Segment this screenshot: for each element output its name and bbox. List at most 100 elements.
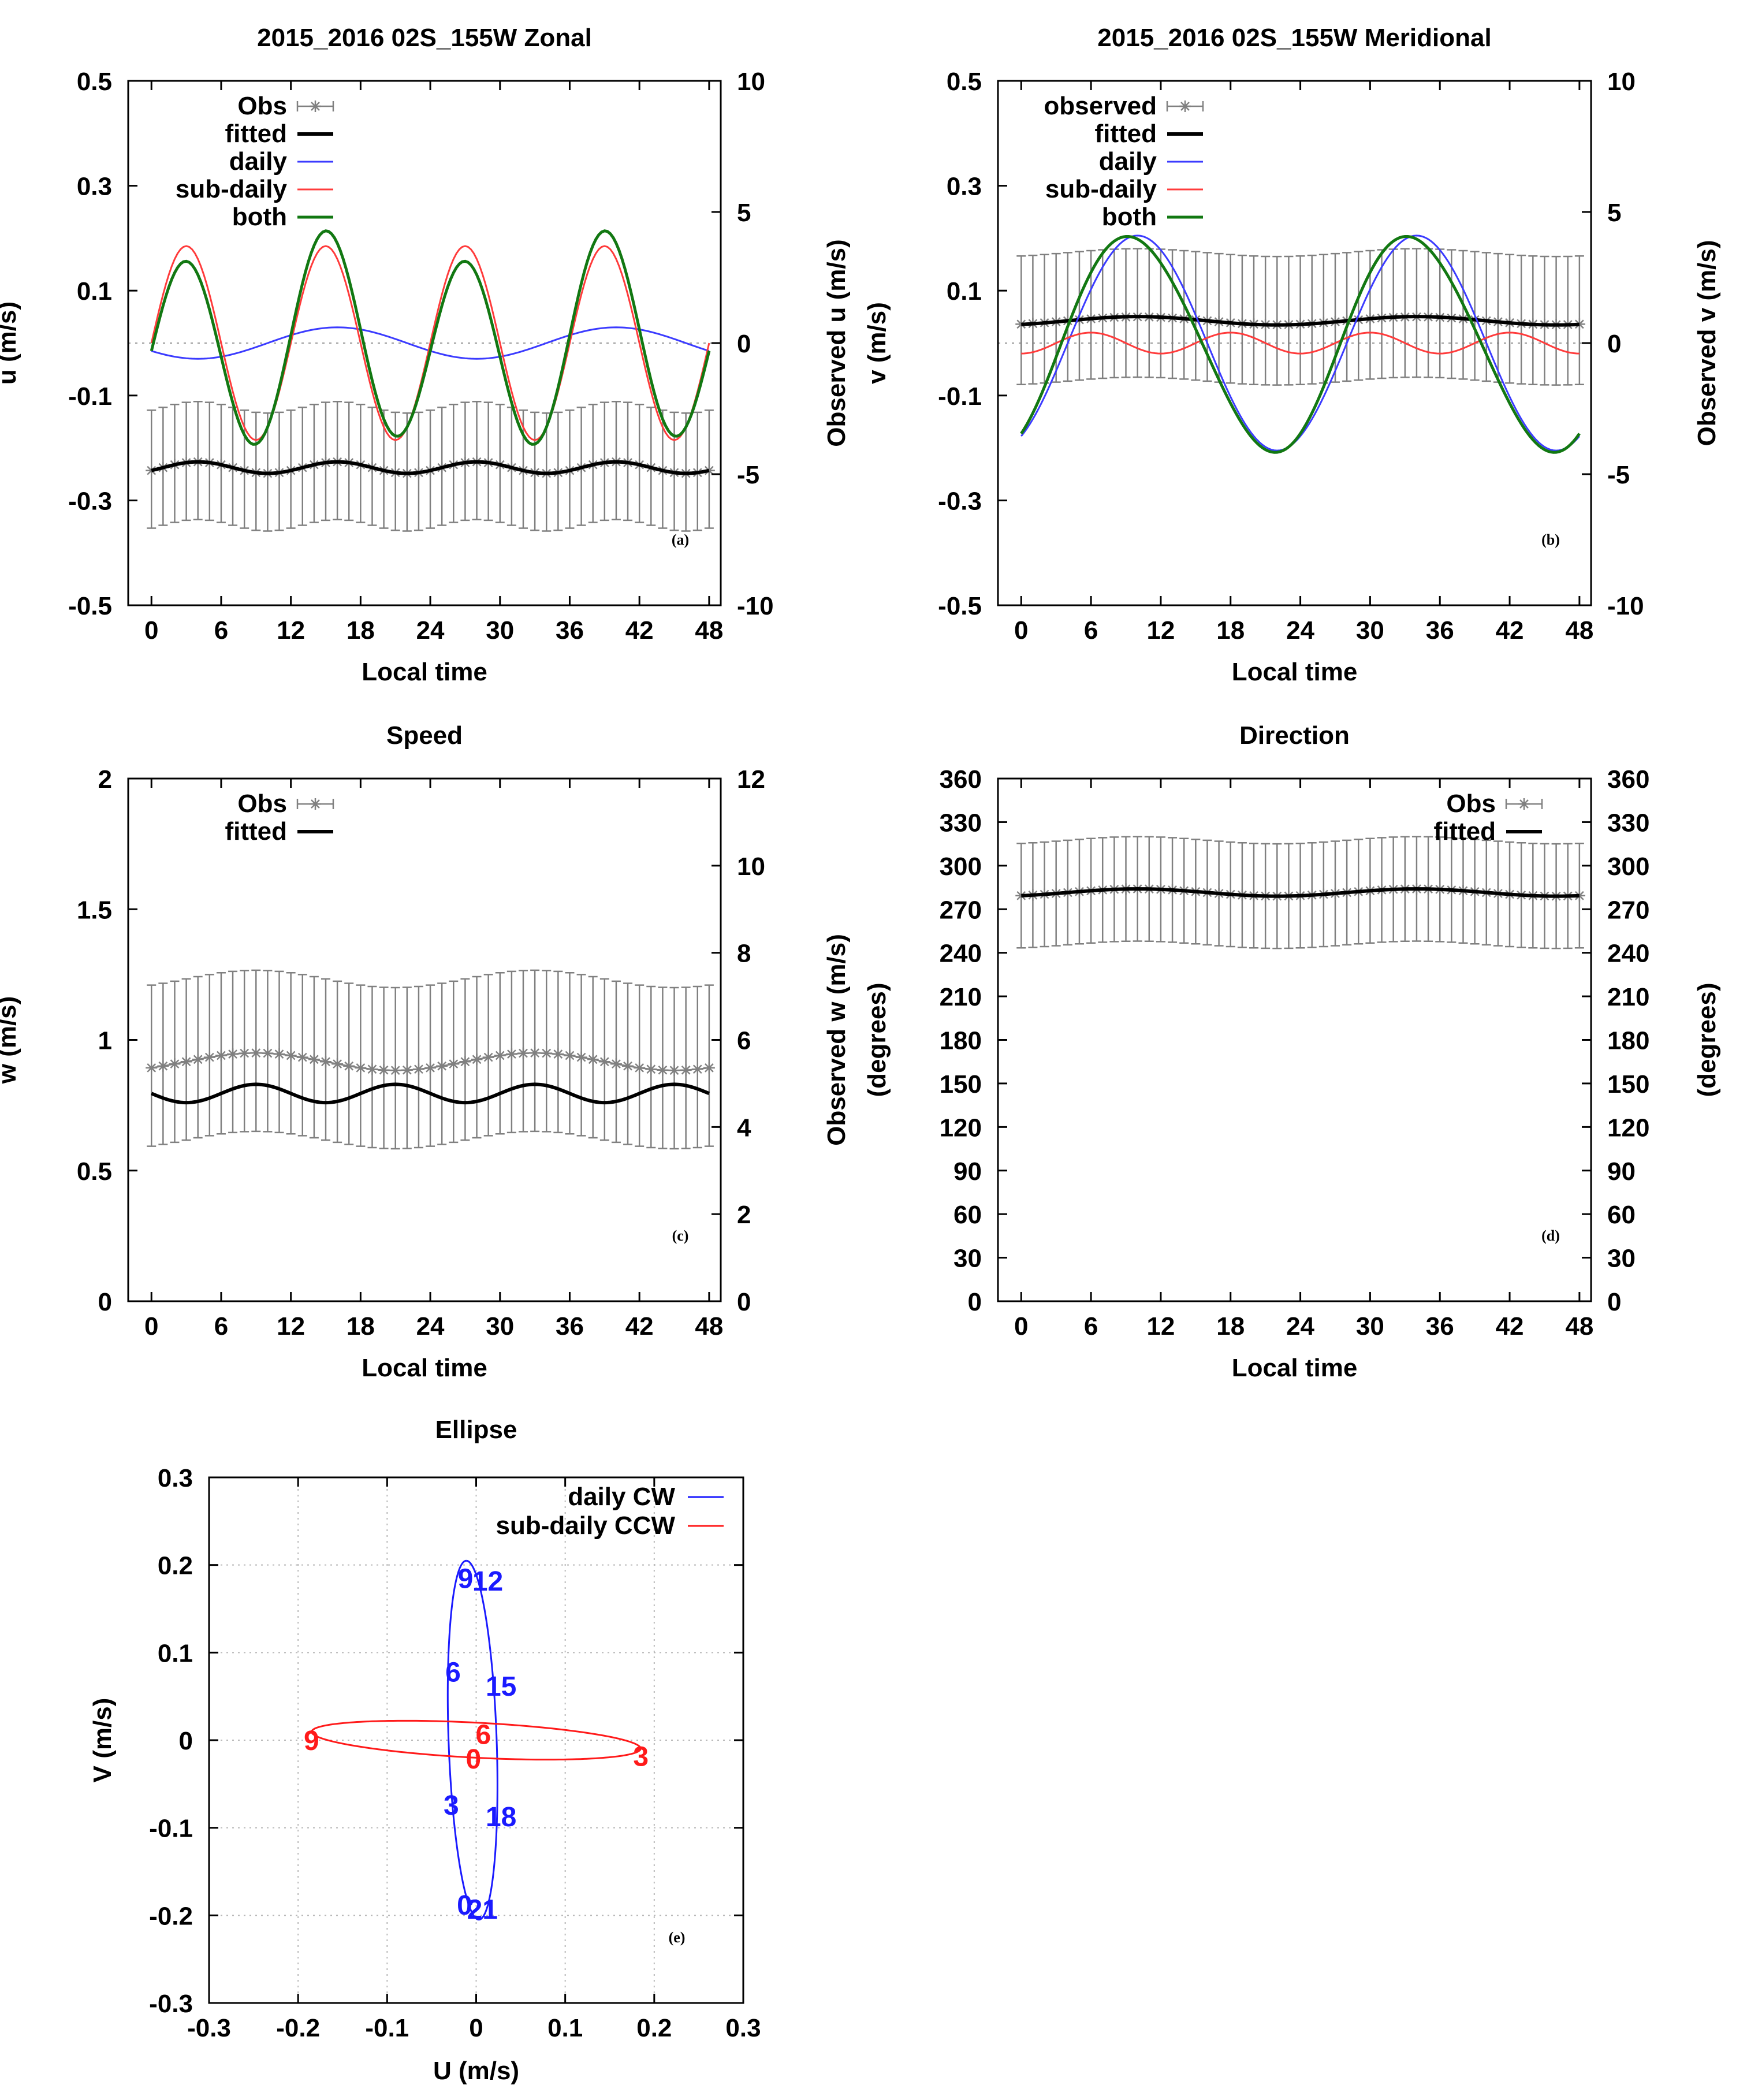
y-axis-label: V (m/s) <box>88 1698 117 1783</box>
y-tick-label: -0.1 <box>938 382 982 411</box>
obs-marker <box>192 1053 204 1066</box>
obs-marker <box>436 1060 448 1072</box>
y2-tick-label: 10 <box>737 68 765 96</box>
legend-label: sub-daily CCW <box>496 1511 676 1540</box>
obs-marker <box>273 1048 285 1060</box>
y-tick-label: -0.3 <box>938 487 982 515</box>
y-tick-label: -0.1 <box>149 1815 193 1843</box>
y-axis-label: w (m/s) <box>0 996 21 1085</box>
y-tick-label: 0.1 <box>158 1639 193 1667</box>
legend-label: fitted <box>1094 120 1157 148</box>
obs-marker <box>285 1049 297 1062</box>
obs-marker <box>598 1056 610 1068</box>
obs-marker <box>610 1058 622 1070</box>
obs-marker <box>552 1048 564 1060</box>
obs-marker <box>308 1053 320 1066</box>
y-tick-label: 0.5 <box>77 68 112 96</box>
panel-tag: (e) <box>669 1929 686 1946</box>
x-tick-label: 18 <box>1216 1312 1245 1341</box>
panel-tag: (d) <box>1541 1227 1560 1244</box>
x-tick-label: 0 <box>1014 1312 1028 1341</box>
y2-tick-label: -10 <box>1607 592 1644 620</box>
obs-marker <box>517 1047 529 1059</box>
legend-label: Obs <box>237 790 287 818</box>
obs-marker <box>541 1047 553 1059</box>
y-tick-label: 360 <box>940 765 982 794</box>
y-tick-label: 30 <box>953 1245 982 1273</box>
x-tick-label: 12 <box>277 616 305 645</box>
y-tick-label: 0.1 <box>947 277 982 306</box>
y-tick-label: 210 <box>940 983 982 1011</box>
x-tick-label: 48 <box>695 616 723 645</box>
x-tick-label: 30 <box>486 1312 514 1341</box>
x-tick-label: 36 <box>556 1312 584 1341</box>
x-tick-label: 6 <box>1084 616 1098 645</box>
x-tick-label: 42 <box>1496 616 1524 645</box>
x-axis-label: U (m/s) <box>433 2057 519 2085</box>
obs-marker <box>250 1047 262 1059</box>
obs-marker <box>634 1062 646 1074</box>
y-tick-label: 270 <box>940 896 982 924</box>
y-axis-label: v (m/s) <box>863 302 891 384</box>
panel-title: 2015_2016 02S_155W Zonal <box>257 24 592 52</box>
y-tick-label: 300 <box>940 852 982 881</box>
y2-tick-label: 90 <box>1607 1157 1636 1186</box>
y2-tick-label: 8 <box>737 940 751 968</box>
y2-axis-label: Observed w (m/s) <box>822 934 851 1146</box>
panel-a: 2015_2016 02S_155W Zonal 0 6 12 18 24 30 36 42 48… <box>0 24 851 686</box>
x-tick-label: 0 <box>144 616 158 645</box>
legend-label: fitted <box>225 817 287 846</box>
hour-label: 0 <box>457 1890 472 1921</box>
obs-marker <box>262 1047 274 1059</box>
series-line-sub-daily <box>150 245 710 441</box>
obs-marker <box>529 1047 541 1059</box>
obs-marker <box>1573 318 1585 330</box>
x-tick-label: 36 <box>1426 1312 1454 1341</box>
ellipse-sub-daily-CCW <box>311 1719 642 1761</box>
x-tick-label: 6 <box>214 1312 228 1341</box>
obs-marker <box>471 1053 483 1066</box>
legend-label: both <box>232 203 287 231</box>
panel-b: 2015_2016 02S_155W Meridional 0 6 12 18 24 30 3… <box>863 24 1721 686</box>
ellipse-daily-CW <box>446 1559 498 1921</box>
x-axis-label: Local time <box>362 658 487 686</box>
hour-label: 9 <box>304 1726 319 1756</box>
x-tick-label: 12 <box>1146 616 1175 645</box>
x-tick-label: 36 <box>1426 616 1454 645</box>
y-tick-label: -0.3 <box>149 1990 193 2018</box>
x-tick-label: 0 <box>1014 616 1028 645</box>
hour-label: 18 <box>486 1802 516 1833</box>
y2-axis-label: Observed u (m/s) <box>822 239 851 446</box>
obs-marker <box>424 1062 437 1074</box>
series-line-daily <box>1020 234 1580 452</box>
fitted-line <box>151 1082 710 1105</box>
obs-marker <box>505 1048 517 1060</box>
y-tick-label: -0.2 <box>149 1902 193 1930</box>
legend-obs-marker <box>1518 798 1530 810</box>
x-tick-label: 0.3 <box>725 2014 761 2042</box>
obs-marker <box>203 1051 215 1063</box>
x-tick-label: 30 <box>1356 616 1384 645</box>
y-tick-label: 0.2 <box>158 1552 193 1580</box>
obs-marker <box>355 1062 367 1074</box>
y-tick-label: 60 <box>953 1201 982 1229</box>
y2-tick-label: -5 <box>737 461 759 489</box>
panel-title: Direction <box>1239 721 1350 750</box>
y-tick-label: -0.3 <box>68 487 112 515</box>
y2-tick-label: -5 <box>1607 461 1630 489</box>
x-tick-label: 30 <box>486 616 514 645</box>
y2-tick-label: 5 <box>737 199 751 227</box>
x-tick-label: 6 <box>214 616 228 645</box>
x-tick-label: 24 <box>416 1312 445 1341</box>
legend-label: daily <box>1099 147 1157 176</box>
y-tick-label: 120 <box>940 1114 982 1142</box>
x-tick-label: -0.3 <box>187 2014 231 2042</box>
obs-marker <box>239 1047 251 1059</box>
x-tick-label: 12 <box>277 1312 305 1341</box>
y2-tick-label: -10 <box>737 592 774 620</box>
y2-tick-label: 12 <box>737 765 765 794</box>
x-tick-label: 42 <box>625 616 654 645</box>
y-tick-label: 0.5 <box>77 1157 112 1186</box>
hour-label: 6 <box>475 1719 491 1750</box>
y-tick-label: -0.5 <box>938 592 982 620</box>
